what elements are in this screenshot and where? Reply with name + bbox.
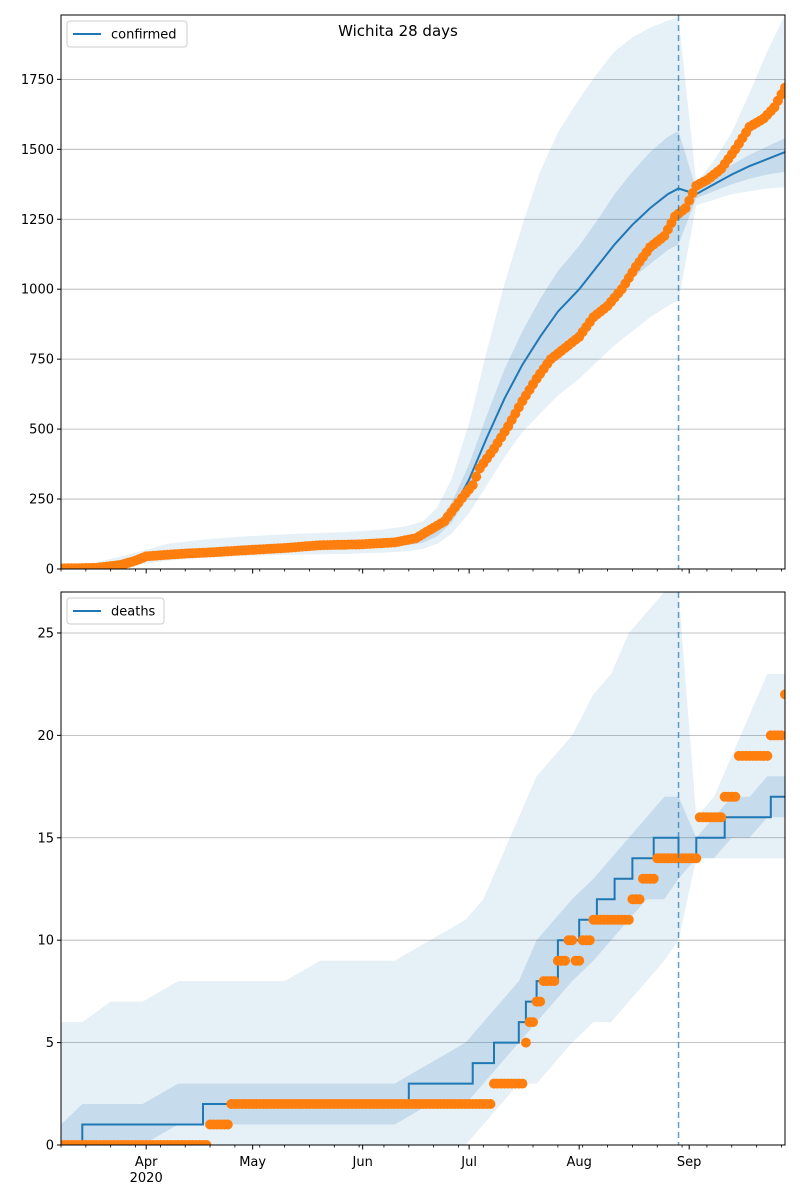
observed-point bbox=[567, 935, 578, 946]
axes-frame bbox=[60, 591, 786, 1146]
observed-point bbox=[528, 1017, 538, 1028]
y-tick-label: 250 bbox=[29, 493, 54, 508]
y-tick-label: 20 bbox=[37, 729, 54, 744]
x-tick-label: Apr bbox=[135, 1155, 158, 1170]
observed-point bbox=[471, 471, 482, 482]
observed-point bbox=[716, 812, 727, 823]
observed-point bbox=[201, 1140, 212, 1145]
x-tick-label: Aug bbox=[566, 1155, 591, 1170]
observed-point bbox=[648, 873, 659, 884]
y-tick-label: 0 bbox=[46, 1139, 54, 1154]
y-tick-label: 0 bbox=[46, 563, 54, 578]
band-inner bbox=[61, 776, 785, 1145]
observed-point bbox=[691, 853, 702, 864]
observed-point bbox=[776, 730, 785, 741]
legend-label: deaths bbox=[111, 605, 156, 620]
band-inner bbox=[61, 131, 785, 569]
y-tick-label: 1500 bbox=[21, 143, 54, 158]
legend-box bbox=[66, 597, 165, 625]
chart-title: Wichita 28 days bbox=[338, 22, 458, 40]
axes-frame bbox=[60, 14, 786, 570]
observed-point bbox=[485, 1099, 496, 1109]
observed-point bbox=[684, 195, 695, 206]
y-tick-label: 500 bbox=[29, 423, 54, 438]
y-tick-label: 15 bbox=[37, 831, 54, 846]
y-tick-label: 1750 bbox=[21, 73, 54, 88]
legend: deaths bbox=[66, 597, 165, 625]
observed-point bbox=[623, 914, 634, 925]
observed-point bbox=[517, 1078, 528, 1089]
band-outer bbox=[61, 592, 785, 1145]
confirmed-panel: 0 250 500 750 1000 1250 1500 1750 Wichita 28 day… bbox=[21, 14, 786, 578]
legend-label: confirmed bbox=[111, 28, 177, 43]
y-tick-label: 750 bbox=[29, 353, 54, 368]
y-tick-label: 5 bbox=[46, 1036, 54, 1051]
legend: confirmed bbox=[66, 20, 188, 48]
observed-point bbox=[535, 996, 546, 1007]
observed-point bbox=[780, 82, 785, 93]
plot-area bbox=[61, 15, 785, 569]
y-tick-label: 1000 bbox=[21, 283, 54, 298]
observed-point bbox=[730, 791, 741, 802]
x-tick-label: May bbox=[239, 1155, 266, 1170]
y-tick-label: 10 bbox=[37, 934, 54, 949]
x-tick-label: Sep bbox=[677, 1155, 702, 1170]
legend-box bbox=[66, 20, 188, 48]
observed-point bbox=[762, 750, 773, 761]
x-tick-sublabel: 2020 bbox=[130, 1171, 163, 1186]
y-tick-label: 1250 bbox=[21, 213, 54, 228]
observed-point bbox=[222, 1119, 233, 1130]
y-tick-label: 25 bbox=[37, 626, 54, 641]
observed-point bbox=[520, 1037, 531, 1048]
observed-point bbox=[634, 894, 645, 905]
plot-area bbox=[61, 592, 785, 1145]
observed-point bbox=[560, 955, 570, 966]
observed-point bbox=[680, 203, 691, 214]
x-tick-label: Jul bbox=[460, 1155, 477, 1170]
observed-point bbox=[780, 689, 785, 700]
observed-point bbox=[467, 480, 478, 491]
observed-point bbox=[687, 188, 698, 199]
observed-point bbox=[584, 935, 595, 946]
band-outer bbox=[61, 15, 785, 569]
x-tick-label: Jun bbox=[352, 1155, 373, 1170]
observed-point bbox=[549, 976, 560, 987]
observed-point bbox=[574, 955, 585, 966]
